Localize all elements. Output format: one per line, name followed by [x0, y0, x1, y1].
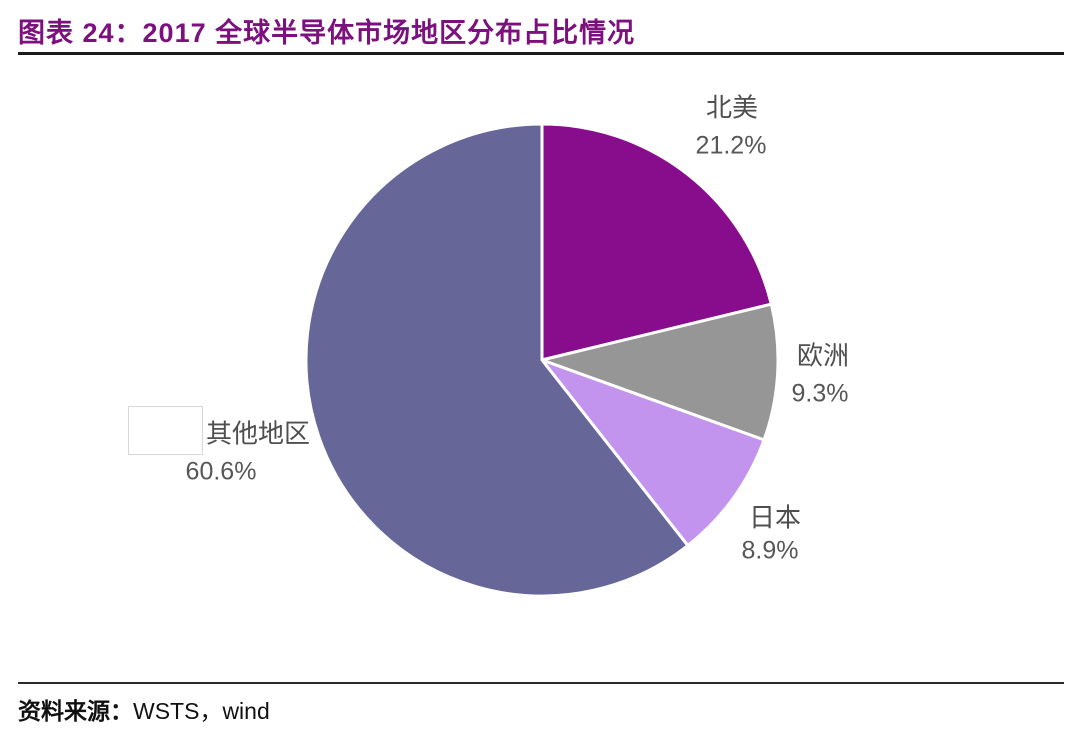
pie-slice-japan	[540, 358, 766, 548]
slice-value-japan: 8.9%	[741, 536, 799, 565]
pie-slice-north-america	[540, 122, 773, 362]
data-source-value: WSTS，wind	[133, 698, 270, 724]
slice-label-other-regions: 其他地区	[205, 418, 311, 449]
pie-slice-other-regions	[304, 122, 690, 598]
pie-slice-europe	[540, 302, 780, 442]
footer-divider	[18, 682, 1064, 684]
slice-value-north-america: 21.2%	[695, 131, 767, 160]
empty-label-box	[128, 406, 203, 455]
data-source-label: 资料来源：	[18, 699, 133, 724]
slice-label-europe: 欧洲	[796, 340, 850, 371]
slice-label-north-america: 北美	[705, 92, 759, 123]
slice-value-other-regions: 60.6%	[185, 457, 257, 486]
title-underline	[18, 52, 1064, 55]
data-source: 资料来源：WSTS，wind	[18, 692, 270, 726]
slice-label-japan: 日本	[748, 502, 802, 533]
slice-value-europe: 9.3%	[791, 379, 849, 408]
chart-title: 图表 24：2017 全球半导体市场地区分布占比情况	[18, 18, 636, 48]
